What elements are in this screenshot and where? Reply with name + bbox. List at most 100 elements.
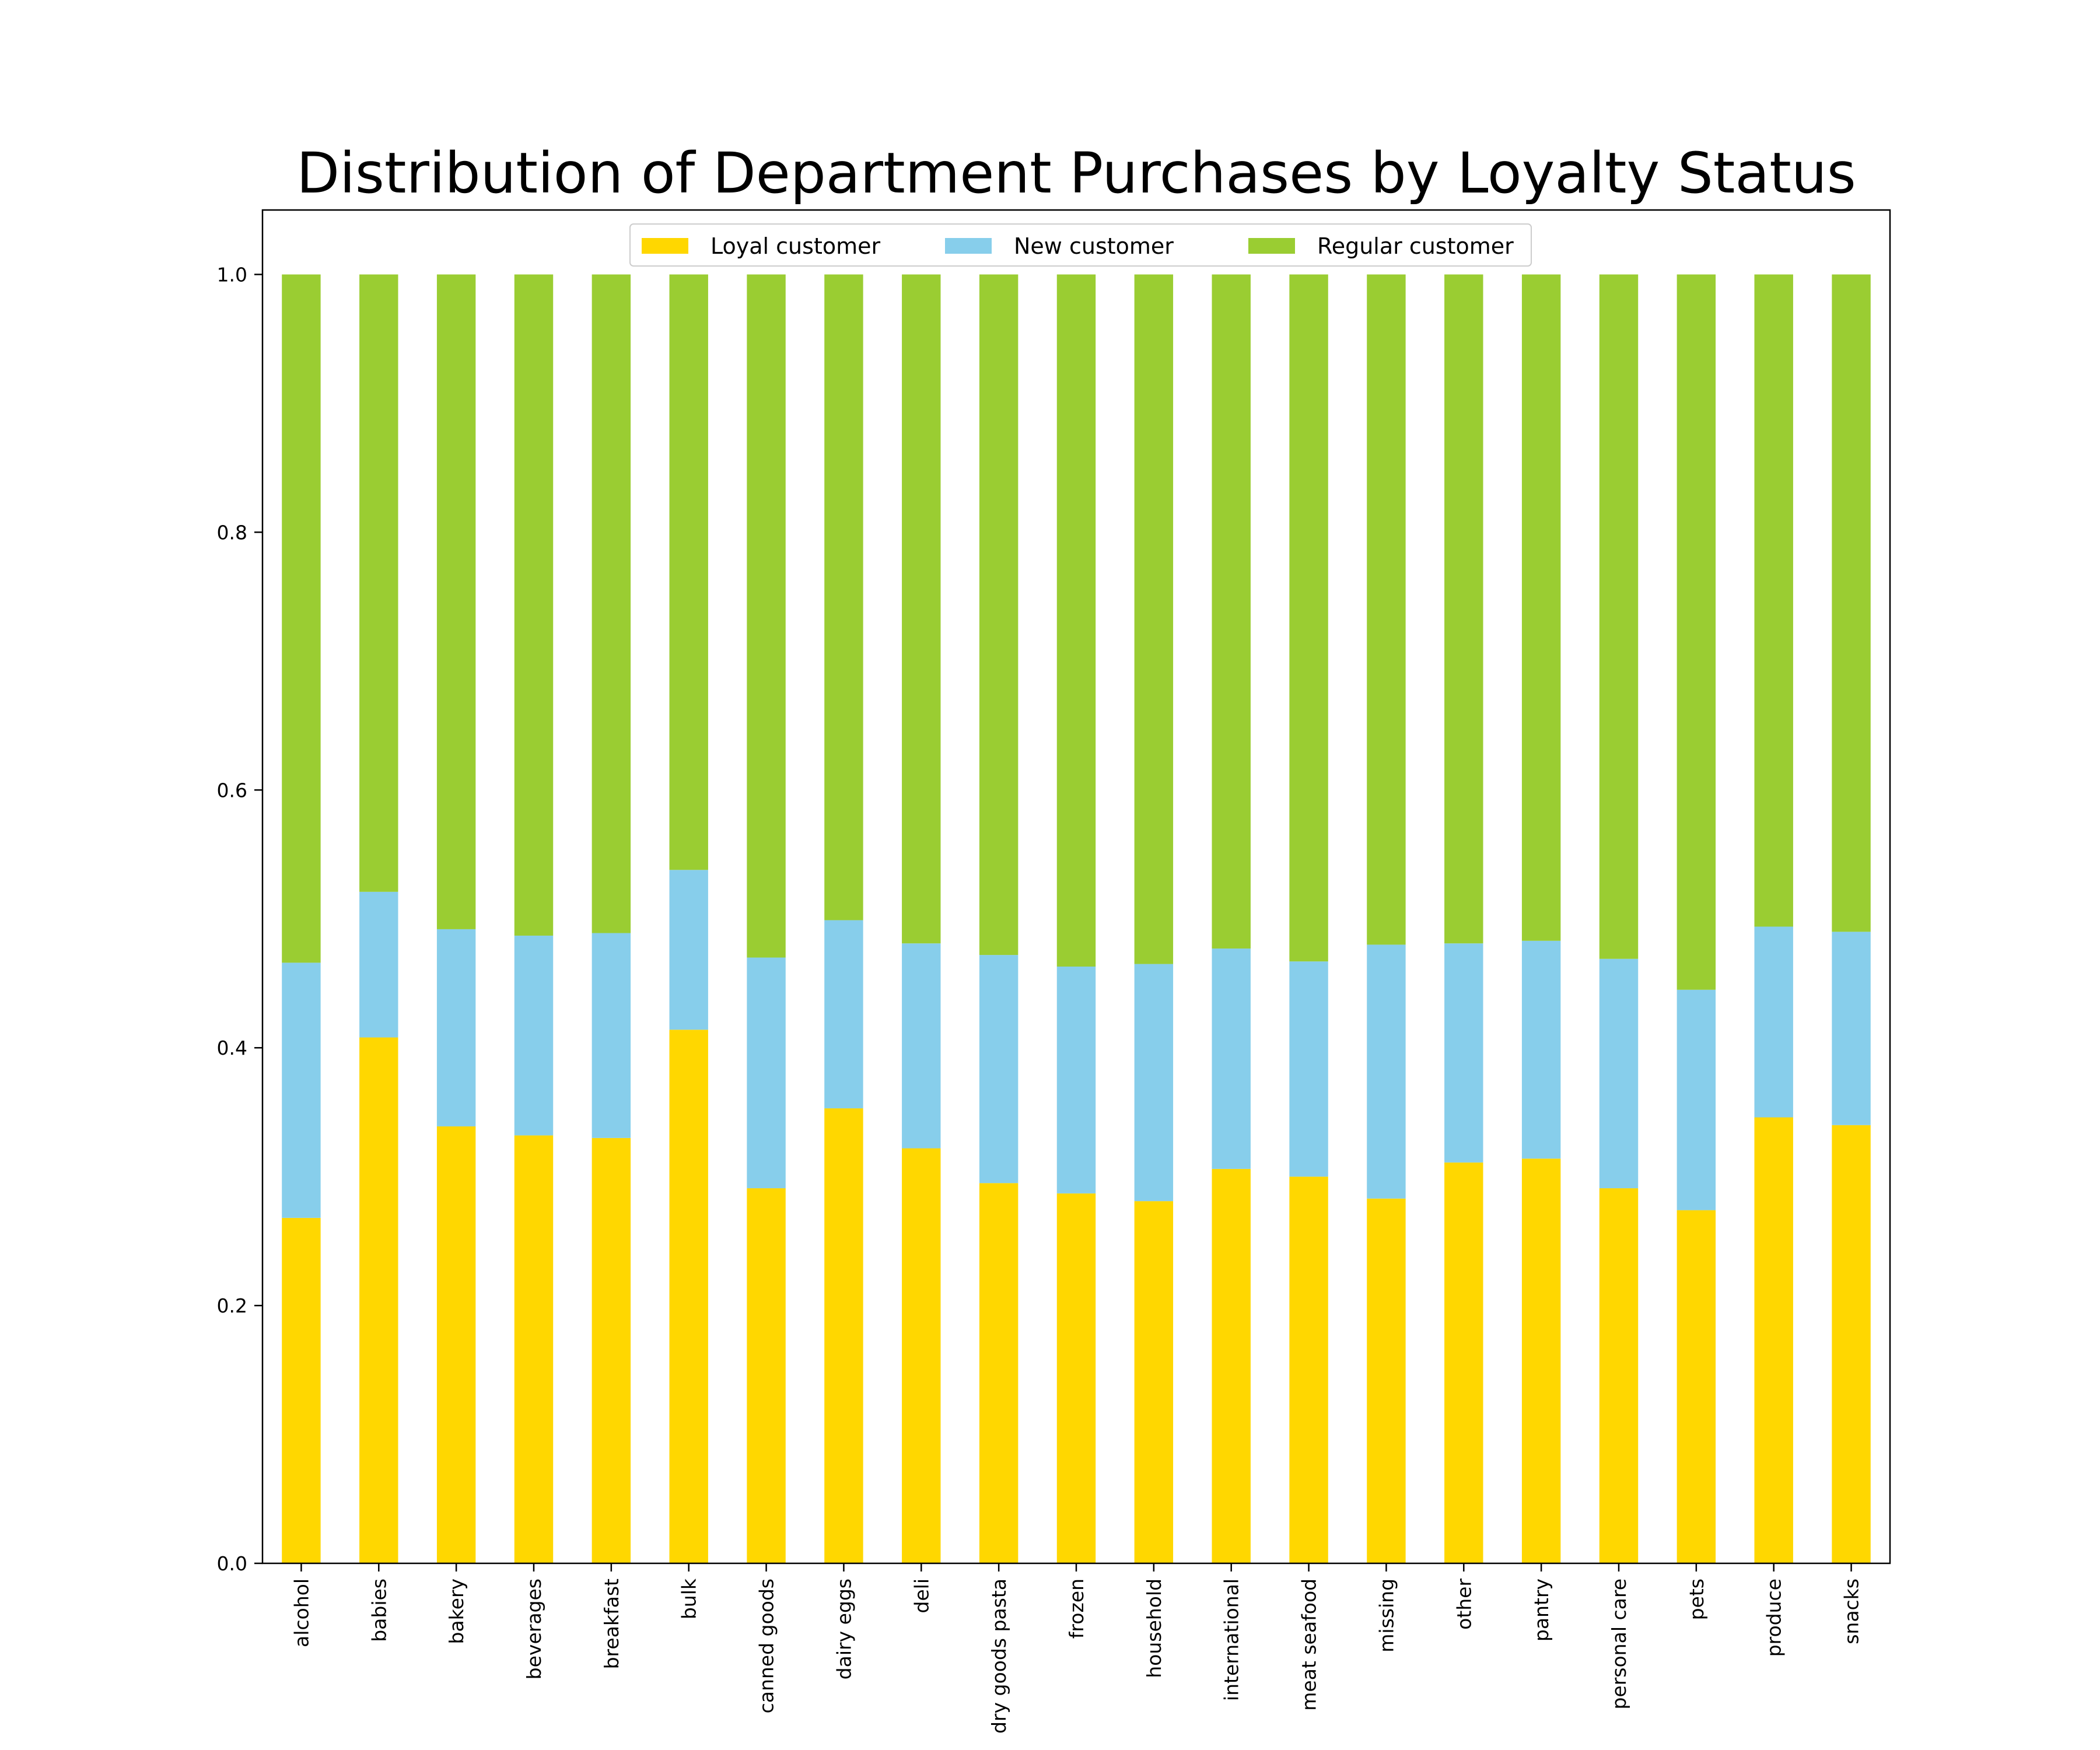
bar-produce-series-2 <box>1754 274 1793 927</box>
x-tick-label: bakery <box>445 1578 468 1644</box>
legend: Loyal customer New customer Regular custom… <box>629 223 1532 267</box>
x-tick-label: bulk <box>678 1578 701 1619</box>
bar-pets-series-0 <box>1676 1210 1716 1563</box>
bar-bulk-series-2 <box>669 274 708 870</box>
x-tick-label: meat seafood <box>1298 1578 1321 1711</box>
bar-canned-goods-series-2 <box>747 274 786 958</box>
bar-other-series-2 <box>1444 274 1483 944</box>
bar-deli-series-1 <box>902 943 941 1149</box>
bar-babies-series-2 <box>359 274 398 892</box>
bar-canned-goods-series-0 <box>747 1188 786 1563</box>
x-tick-label: pantry <box>1530 1578 1553 1642</box>
bar-missing-series-1 <box>1367 944 1406 1199</box>
bar-babies-series-1 <box>359 891 398 1038</box>
bar-beverages-series-0 <box>514 1135 554 1563</box>
bar-alcohol-series-0 <box>282 1217 321 1563</box>
x-tick-label: breakfast <box>600 1578 623 1669</box>
bar-dry-goods-pasta-series-1 <box>979 955 1019 1184</box>
x-tick-label: deli <box>910 1578 933 1614</box>
legend-swatch <box>642 238 688 254</box>
legend-box <box>629 223 1532 267</box>
bar-bakery-series-2 <box>436 274 476 929</box>
bar-household-series-1 <box>1134 964 1174 1202</box>
y-tick-label: 0.8 <box>217 521 247 544</box>
bars-layer <box>282 274 1871 1563</box>
bar-personal-care-series-2 <box>1599 274 1639 959</box>
bar-bakery-series-1 <box>436 929 476 1126</box>
bar-produce-series-0 <box>1754 1117 1793 1563</box>
bar-international-series-1 <box>1212 949 1251 1169</box>
bar-international-series-2 <box>1212 274 1251 949</box>
bar-pets-series-1 <box>1676 989 1716 1210</box>
bar-meat-seafood-series-2 <box>1289 274 1328 962</box>
x-tick-label: babies <box>368 1578 390 1642</box>
bar-snacks-series-2 <box>1832 274 1871 932</box>
y-tick-label: 0.6 <box>217 779 247 802</box>
bar-meat-seafood-series-1 <box>1289 961 1328 1177</box>
legend-label: New customer <box>1014 233 1174 259</box>
bar-dry-goods-pasta-series-2 <box>979 274 1019 956</box>
bar-pets-series-2 <box>1676 274 1716 990</box>
bar-alcohol-series-2 <box>282 274 321 963</box>
bar-canned-goods-series-1 <box>747 957 786 1189</box>
x-tick-label: dairy eggs <box>832 1578 855 1679</box>
y-axis: 0.0 0.2 0.4 0.6 0.8 1.0 <box>217 263 262 1575</box>
bar-beverages-series-2 <box>514 274 554 936</box>
bar-dry-goods-pasta-series-0 <box>979 1183 1019 1563</box>
x-axis: alcohol babies bakery beverages breakfast bul… <box>290 1563 1863 1734</box>
x-tick-label: beverages <box>523 1578 545 1679</box>
bar-babies-series-0 <box>359 1037 398 1563</box>
chart-title: Distribution of Department Purchases by … <box>296 141 1856 206</box>
bar-snacks-series-1 <box>1832 932 1871 1125</box>
bar-pantry-series-0 <box>1521 1158 1561 1563</box>
bar-breakfast-series-2 <box>592 274 631 933</box>
legend-label: Loyal customer <box>710 233 880 259</box>
x-tick-label: snacks <box>1840 1578 1863 1644</box>
bar-international-series-0 <box>1212 1168 1251 1563</box>
bar-frozen-series-2 <box>1056 274 1096 967</box>
x-tick-label: alcohol <box>290 1578 313 1647</box>
bar-frozen-series-1 <box>1056 966 1096 1194</box>
bar-produce-series-1 <box>1754 926 1793 1118</box>
x-tick-label: household <box>1143 1578 1166 1678</box>
bar-deli-series-0 <box>902 1148 941 1563</box>
bar-dairy-eggs-series-0 <box>824 1108 863 1563</box>
bar-deli-series-2 <box>902 274 941 944</box>
bar-missing-series-0 <box>1367 1198 1406 1563</box>
bar-breakfast-series-1 <box>592 933 631 1138</box>
legend-swatch <box>945 238 992 254</box>
bar-bulk-series-1 <box>669 870 708 1030</box>
bar-pantry-series-2 <box>1521 274 1561 941</box>
bar-snacks-series-0 <box>1832 1125 1871 1563</box>
x-tick-label: frozen <box>1065 1578 1088 1639</box>
x-tick-label: dry goods pasta <box>988 1578 1010 1734</box>
bar-breakfast-series-0 <box>592 1138 631 1563</box>
bar-household-series-0 <box>1134 1201 1174 1563</box>
bar-dairy-eggs-series-1 <box>824 920 863 1109</box>
x-tick-label: other <box>1452 1578 1475 1630</box>
x-tick-label: international <box>1220 1578 1243 1701</box>
bar-frozen-series-0 <box>1056 1193 1096 1563</box>
bar-pantry-series-1 <box>1521 940 1561 1159</box>
y-tick-label: 0.4 <box>217 1037 247 1059</box>
bar-meat-seafood-series-0 <box>1289 1177 1328 1563</box>
bar-personal-care-series-1 <box>1599 958 1639 1189</box>
bar-bakery-series-0 <box>436 1126 476 1563</box>
bar-personal-care-series-0 <box>1599 1188 1639 1563</box>
bar-alcohol-series-1 <box>282 963 321 1218</box>
x-tick-label: produce <box>1763 1578 1786 1657</box>
bar-bulk-series-0 <box>669 1030 708 1563</box>
y-tick-label: 1.0 <box>217 263 247 286</box>
bar-beverages-series-1 <box>514 935 554 1136</box>
x-tick-label: canned goods <box>755 1578 778 1713</box>
bar-missing-series-2 <box>1367 274 1406 945</box>
bar-dairy-eggs-series-2 <box>824 274 863 921</box>
bar-other-series-0 <box>1444 1162 1483 1563</box>
legend-label: Regular customer <box>1317 233 1514 259</box>
bar-other-series-1 <box>1444 943 1483 1163</box>
legend-swatch <box>1248 238 1295 254</box>
y-tick-label: 0.2 <box>217 1294 247 1317</box>
